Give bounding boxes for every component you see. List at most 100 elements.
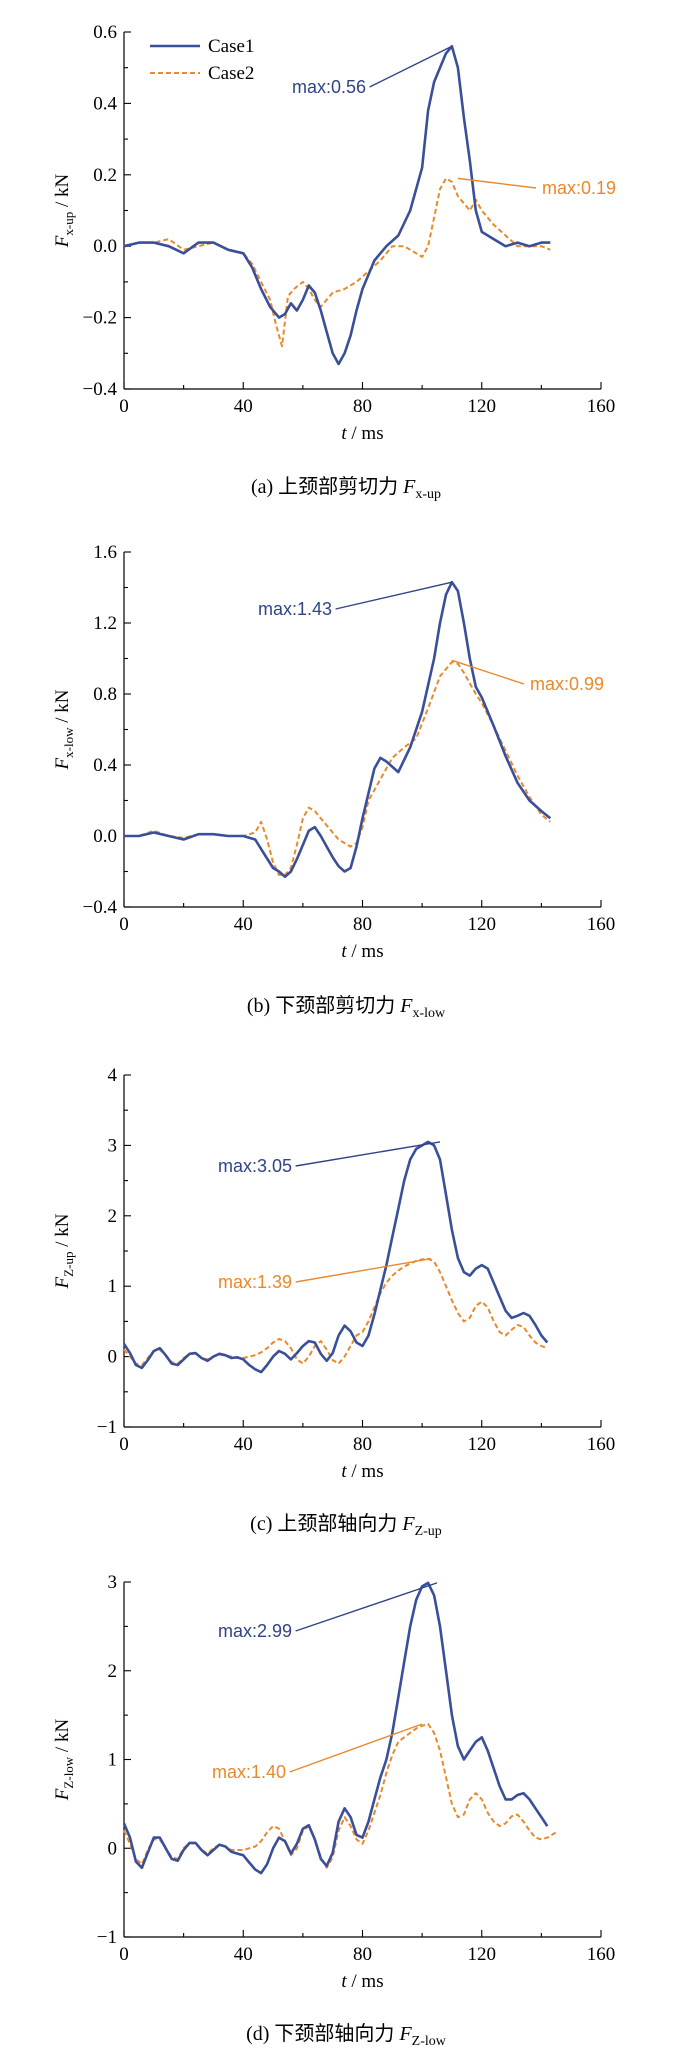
series-line-case1 (123, 45, 551, 366)
x-tick-label: 120 (468, 1434, 497, 1455)
y-tick-label: 0.8 (93, 684, 117, 705)
caption-label: (d) 下颈部轴向力 (246, 2022, 399, 2045)
x-tick-label: 0 (119, 1944, 129, 1965)
y-tick-label: 2 (108, 1661, 118, 1682)
x-tick-label: 120 (468, 1944, 497, 1965)
y-axis-symbol: F (52, 1276, 73, 1289)
series-line-case1 (122, 1140, 549, 1374)
x-axis-title: t / ms (341, 423, 383, 444)
x-axis-unit: / ms (347, 1971, 384, 1992)
y-tick-label: 0.4 (93, 755, 117, 776)
annotation-label: max:0.19 (542, 178, 616, 198)
y-tick-label: 0.0 (93, 236, 117, 257)
chart-panel-b: 0 40 80 120 160 −0.4 0.0 0.4 0.8 1.2 1.6 t / ms Fx-l… (52, 542, 615, 1021)
x-axis-symbol: t (341, 941, 347, 962)
y-tick-label: 0 (108, 1347, 118, 1368)
x-axis-symbol: t (341, 423, 347, 444)
y-tick-label: 3 (108, 1135, 118, 1156)
annotation-leader (369, 45, 453, 88)
x-axis-title: t / ms (341, 941, 383, 962)
x-axis-unit: / ms (347, 941, 384, 962)
y-axis-title: Fx-up / kN (52, 173, 76, 248)
y-axis-symbol: F (52, 1788, 73, 1801)
x-axis-symbol: t (341, 1461, 347, 1482)
caption-symbol: F (401, 1513, 415, 1535)
x-axis-symbol: t (341, 1971, 347, 1992)
annotation-label: max:1.43 (258, 599, 332, 619)
annotation-label: max:3.05 (218, 1156, 292, 1176)
chart-panel-a: 0 40 80 120 160 −0.4 −0.2 0.0 0.2 0.4 0.6 t / ms Fx-… (52, 22, 616, 502)
y-axis-title: FZ-up / kN (52, 1213, 76, 1289)
x-tick-label: 80 (353, 914, 372, 935)
y-tick-label: −0.4 (83, 379, 118, 400)
y-axis-title: FZ-low / kN (52, 1719, 76, 1802)
caption-subscript: Z-up (415, 1524, 442, 1539)
series-line-case2 (123, 1723, 557, 1869)
caption-label: (c) 上颈部轴向力 (250, 1512, 402, 1535)
y-tick-label: 1.2 (93, 613, 117, 634)
x-tick-label: 80 (353, 1944, 372, 1965)
y-tick-label: 0.2 (93, 165, 117, 186)
annotation-leader (295, 1141, 441, 1167)
panel-caption: (b) 下颈部剪切力 Fx-low (247, 994, 446, 1021)
x-tick-label: 0 (119, 914, 129, 935)
y-axis-unit: / kN (52, 689, 73, 727)
caption-subscript: x-up (415, 487, 441, 502)
annotation-label: max:2.99 (218, 1621, 292, 1641)
series-line-case1 (124, 580, 552, 879)
annotation-label: max:1.39 (218, 1272, 292, 1292)
y-tick-label: 0 (108, 1838, 118, 1859)
y-tick-label: −1 (97, 1927, 117, 1948)
y-tick-label: 3 (108, 1572, 118, 1593)
caption-subscript: x-low (412, 1006, 446, 1021)
y-tick-label: −1 (97, 1417, 117, 1438)
y-axis-symbol: F (52, 757, 73, 770)
series-line-case2 (123, 177, 551, 348)
annotation-leader (295, 1258, 432, 1283)
x-tick-label: 160 (587, 1434, 616, 1455)
annotation-leader (457, 177, 537, 189)
x-tick-label: 160 (587, 396, 616, 417)
caption-label: (a) 上颈部剪切力 (251, 475, 403, 498)
annotation-label: max:0.99 (530, 674, 604, 694)
annotation-leader (289, 1723, 423, 1773)
x-axis-unit: / ms (347, 1461, 384, 1482)
y-axis-subscript: x-up (61, 212, 76, 236)
y-axis-unit: / kN (52, 173, 73, 211)
y-axis-unit: / kN (52, 1213, 73, 1251)
y-tick-label: 0.4 (93, 93, 117, 114)
x-axis-title: t / ms (341, 1971, 383, 1992)
y-axis-subscript: Z-up (61, 1252, 76, 1277)
y-axis-title: Fx-low / kN (52, 689, 76, 770)
x-axis-title: t / ms (341, 1461, 383, 1482)
caption-symbol: F (398, 2023, 412, 2045)
series-line-case2 (124, 661, 551, 876)
panel-caption: (a) 上颈部剪切力 Fx-up (251, 475, 441, 502)
annotation-label: max:0.56 (292, 77, 366, 97)
y-tick-label: 1 (108, 1750, 118, 1771)
x-axis-unit: / ms (347, 423, 384, 444)
caption-symbol: F (402, 476, 416, 498)
x-tick-label: 40 (234, 1944, 253, 1965)
x-tick-label: 40 (234, 1434, 253, 1455)
caption-label: (b) 下颈部剪切力 (247, 994, 400, 1017)
y-axis-unit: / kN (52, 1719, 73, 1757)
annotation-label: max:1.40 (212, 1762, 286, 1782)
y-tick-label: 4 (108, 1065, 118, 1086)
x-tick-label: 160 (587, 914, 616, 935)
y-axis-subscript: x-low (61, 727, 76, 758)
y-tick-label: 1.6 (93, 542, 117, 563)
legend: Case1 Case2 (150, 36, 254, 84)
annotation-leader (295, 1582, 438, 1632)
y-axis-subscript: Z-low (61, 1756, 76, 1788)
y-tick-label: 1 (108, 1276, 118, 1297)
panel-caption: (c) 上颈部轴向力 FZ-up (250, 1512, 442, 1539)
caption-subscript: Z-low (412, 2034, 447, 2049)
x-tick-label: 40 (234, 396, 253, 417)
x-tick-label: 120 (468, 914, 497, 935)
series-line-case2 (123, 1257, 548, 1366)
annotation-leader (451, 659, 525, 685)
